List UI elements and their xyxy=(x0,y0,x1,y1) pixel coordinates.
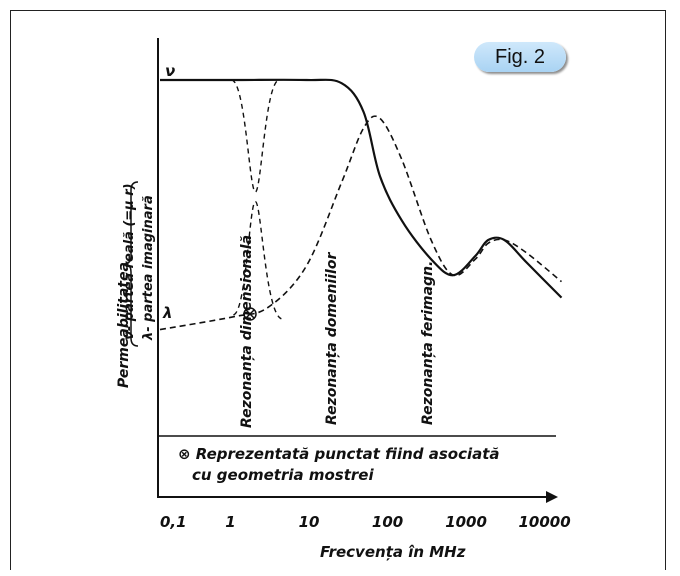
legend-brace xyxy=(123,181,139,347)
x-tick-label: 10000 xyxy=(519,513,571,531)
x-axis-arrow xyxy=(546,491,558,503)
x-tick-label: 1 xyxy=(225,513,235,531)
legend-real-part: ν- partea reală (=μ r) xyxy=(122,183,137,340)
figure-frame xyxy=(10,10,666,570)
y-axis-title: Permeabilitatea xyxy=(116,262,132,388)
dimensional-resonance-label: Rezonanța dimensională xyxy=(239,235,255,428)
nu-real-part-curve xyxy=(159,78,563,299)
nu-label: ν xyxy=(165,62,175,80)
x-tick-label: 0,1 xyxy=(160,513,187,531)
x-tick-label: 10 xyxy=(299,513,320,531)
note-line-2: cu geometria mostrei xyxy=(192,466,374,484)
lambda-label: λ xyxy=(162,304,173,322)
figure-badge: Fig. 2 xyxy=(474,42,566,72)
ferrimagnetic-resonance-label: Rezonanța ferimagn. xyxy=(420,261,436,425)
lambda-dimensional-peak-curve xyxy=(232,200,282,320)
note-line-1: ⊗ Reprezentată punctat fiind asociată xyxy=(178,445,500,463)
legend-imaginary-part: λ- partea imaginară xyxy=(141,195,156,341)
domain-resonance-label: Rezonanța domeniilor xyxy=(324,252,340,425)
x-tick-label: 1000 xyxy=(445,513,487,531)
circled-cross-marker xyxy=(243,307,257,321)
x-axis-title: Frecvența în MHz xyxy=(320,543,466,561)
x-tick-label: 100 xyxy=(372,513,403,531)
lambda-imaginary-part-curve xyxy=(159,115,563,331)
nu-dimensional-dip-curve xyxy=(231,79,280,193)
